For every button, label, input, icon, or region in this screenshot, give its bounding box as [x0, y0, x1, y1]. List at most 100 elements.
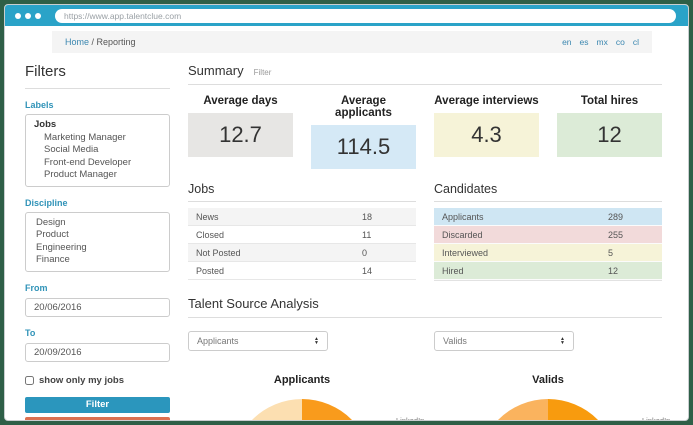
card-label: Average days [188, 95, 293, 107]
row-value: 255 [608, 230, 654, 240]
label-option-front-end-developer[interactable]: Front-end Developer [34, 157, 161, 170]
card-value: 12.7 [188, 113, 293, 157]
page: Home / Reporting en es mx co cl Filters … [5, 26, 688, 420]
language-link-es[interactable]: es [580, 37, 589, 47]
select-arrows-icon: ▲▼ [314, 337, 319, 346]
label-option-social-media[interactable]: Social Media [34, 144, 161, 157]
window-control-dot[interactable] [15, 13, 21, 19]
summary-header: Summary Filter [188, 63, 662, 85]
row-value: 289 [608, 212, 654, 222]
pie-slice-mi-web[interactable] [478, 399, 548, 420]
row-label: Interviewed [442, 248, 608, 258]
discipline-option-design[interactable]: Design [34, 217, 161, 230]
label-option-marketing-manager[interactable]: Marketing Manager [34, 132, 161, 145]
candidates-table: Candidates Applicants 289 Discarded 255 [434, 182, 662, 280]
labels-listbox: Jobs Marketing Manager Social Media Fron… [25, 114, 170, 187]
window-control-dot[interactable] [25, 13, 31, 19]
card-value: 4.3 [434, 113, 539, 157]
report-main: Summary Filter Average days 12.7 Average… [188, 63, 662, 420]
candidates-table-title: Candidates [434, 182, 662, 202]
breadcrumb: Home / Reporting [65, 37, 136, 47]
filters-sidebar: Filters Labels Jobs Marketing Manager So… [25, 63, 170, 420]
pie [232, 399, 372, 420]
card-average-applicants: Average applicants 114.5 [311, 95, 416, 169]
label-option-product-manager[interactable]: Product Manager [34, 169, 161, 182]
row-value: 12 [608, 266, 654, 276]
discipline-option-engineering[interactable]: Engineering [34, 242, 161, 255]
pie-slice-linkedin[interactable] [548, 399, 618, 420]
table-row: Applicants 289 [434, 208, 662, 226]
select-value: Valids [443, 336, 467, 346]
pie [478, 399, 618, 420]
select-arrows-icon: ▲▼ [560, 337, 565, 346]
talent-source-title: Talent Source Analysis [188, 296, 319, 311]
filter-button[interactable]: Filter [25, 397, 170, 413]
breadcrumb-home-link[interactable]: Home [65, 37, 89, 47]
row-label: Posted [196, 266, 362, 276]
labels-section-label: Labels [25, 100, 170, 110]
card-average-days: Average days 12.7 [188, 95, 293, 169]
pie-label-linkedin: LinkedIn [614, 416, 670, 420]
row-value: 5 [608, 248, 654, 258]
row-value: 0 [362, 248, 408, 258]
row-label: Not Posted [196, 248, 362, 258]
applicants-source-select[interactable]: Applicants ▲▼ [188, 331, 328, 351]
to-date-input[interactable] [25, 343, 170, 362]
table-row: Discarded 255 [434, 226, 662, 244]
table-row: Hired 12 [434, 262, 662, 280]
row-label: News [196, 212, 362, 222]
url-input[interactable]: https://www.app.talentclue.com [55, 9, 676, 23]
row-value: 14 [362, 266, 408, 276]
breadcrumb-bar: Home / Reporting en es mx co cl [52, 31, 652, 53]
valids-source-select[interactable]: Valids ▲▼ [434, 331, 574, 351]
row-label: Closed [196, 230, 362, 240]
summary-cards: Average days 12.7 Average applicants 114… [188, 95, 662, 169]
table-row: Closed 11 [188, 226, 416, 244]
browser-chrome: https://www.app.talentclue.com [5, 5, 688, 26]
talent-source-header: Talent Source Analysis [188, 296, 662, 318]
language-link-en[interactable]: en [562, 37, 571, 47]
card-value: 12 [557, 113, 662, 157]
discipline-listbox: Design Product Engineering Finance [25, 212, 170, 272]
summary-filter-link[interactable]: Filter [254, 68, 272, 77]
card-value: 114.5 [311, 125, 416, 169]
labels-group-jobs: Jobs [34, 119, 161, 132]
discipline-option-product[interactable]: Product [34, 229, 161, 242]
chart-title: Applicants [188, 374, 416, 386]
show-only-my-jobs-checkbox[interactable] [25, 376, 34, 385]
language-switcher: en es mx co cl [562, 37, 639, 47]
pie-slice-linkedin[interactable] [302, 399, 372, 420]
from-date-input[interactable] [25, 298, 170, 317]
summary-title: Summary [188, 63, 244, 78]
table-row: Not Posted 0 [188, 244, 416, 262]
show-only-my-jobs-row: show only my jobs [25, 375, 170, 386]
clear-button[interactable]: Clear [25, 417, 170, 421]
pie-label-linkedin: LinkedIn [368, 416, 424, 420]
breadcrumb-separator: / [89, 37, 97, 47]
table-row: Posted 14 [188, 262, 416, 280]
discipline-option-finance[interactable]: Finance [34, 254, 161, 267]
valids-pie-chart: Valids Mi web LinkedIn [434, 374, 662, 420]
window-control-dot[interactable] [35, 13, 41, 19]
applicants-pie-chart: Applicants Indeed LinkedIn [188, 374, 416, 420]
card-label: Average interviews [434, 95, 539, 107]
row-label: Discarded [442, 230, 608, 240]
to-date-label: To [25, 328, 170, 338]
app-window: https://www.app.talentclue.com Home / Re… [4, 4, 689, 421]
breadcrumb-current: Reporting [97, 37, 136, 47]
card-label: Total hires [557, 95, 662, 107]
language-link-cl[interactable]: cl [633, 37, 639, 47]
browser-window: { "window": { "url": "https://www.app.ta… [0, 0, 693, 425]
row-label: Hired [442, 266, 608, 276]
language-link-co[interactable]: co [616, 37, 625, 47]
card-label: Average applicants [311, 95, 416, 119]
row-label: Applicants [442, 212, 608, 222]
card-total-hires: Total hires 12 [557, 95, 662, 169]
table-row: Interviewed 5 [434, 244, 662, 262]
language-link-mx[interactable]: mx [597, 37, 608, 47]
from-date-label: From [25, 283, 170, 293]
filters-title: Filters [25, 63, 170, 89]
pie-slice-indeed[interactable] [232, 399, 302, 420]
row-value: 11 [362, 230, 408, 240]
window-controls [15, 13, 41, 19]
